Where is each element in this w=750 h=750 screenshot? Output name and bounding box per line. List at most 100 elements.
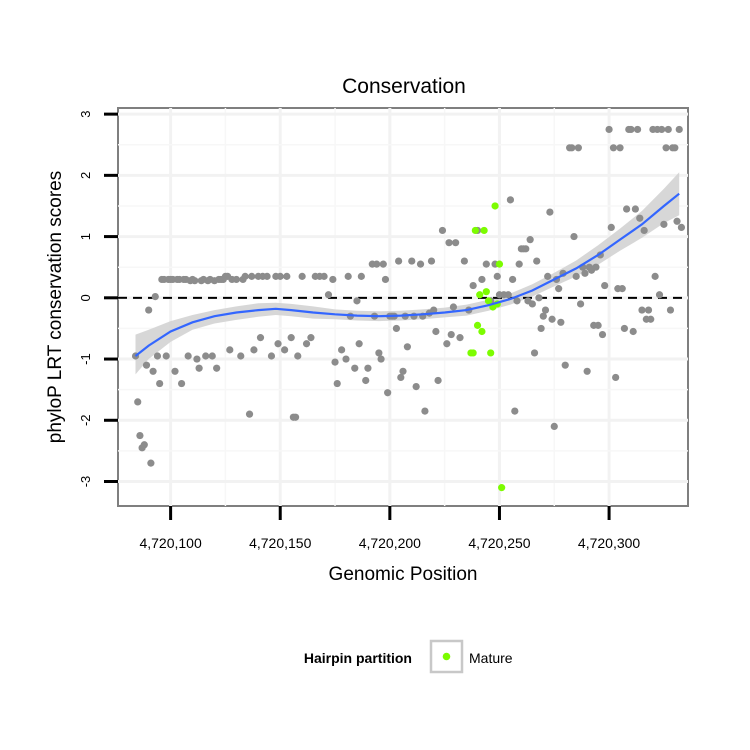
other-point [647, 315, 655, 323]
other-point [202, 352, 210, 360]
other-point [572, 272, 580, 280]
other-point [375, 349, 383, 357]
other-point [581, 269, 589, 277]
other-point [250, 346, 258, 354]
other-point [515, 260, 523, 268]
other-point [528, 300, 536, 308]
mature-point [476, 291, 484, 299]
other-point [452, 239, 460, 247]
other-point [232, 275, 240, 284]
confidence-band [135, 172, 680, 375]
other-point [548, 315, 556, 323]
other-point [629, 327, 637, 336]
mature-point [480, 226, 488, 235]
other-point [557, 318, 565, 326]
other-point [324, 291, 333, 299]
other-point [636, 214, 644, 222]
other-point [364, 364, 372, 372]
other-point [568, 144, 576, 152]
mature-point [495, 260, 504, 268]
other-point [666, 306, 675, 314]
other-point [281, 346, 289, 354]
other-point [623, 205, 631, 213]
other-point [675, 125, 683, 134]
smooth-line-layer [134, 192, 680, 357]
other-point [248, 272, 256, 280]
other-point [660, 220, 668, 228]
other-point [412, 383, 420, 391]
other-point [526, 236, 534, 244]
other-point [156, 379, 164, 388]
y-tick-label: 0 [78, 294, 93, 301]
other-point [438, 226, 447, 235]
legend-title: Hairpin partition [304, 650, 412, 666]
other-point [283, 272, 291, 280]
other-point [601, 281, 609, 290]
other-point [638, 306, 646, 314]
other-point [671, 144, 679, 152]
other-point [245, 410, 254, 418]
other-point [546, 208, 554, 216]
other-point [506, 196, 515, 204]
other-point [618, 285, 626, 293]
x-axis-label: Genomic Position [329, 564, 478, 585]
other-point [353, 297, 361, 305]
x-tick-label: 4,720,100 [139, 535, 201, 551]
legend-mature-marker [442, 652, 451, 661]
other-point [416, 260, 425, 268]
other-point [673, 217, 681, 225]
other-point [640, 226, 648, 235]
other-point [355, 340, 363, 348]
other-point [570, 232, 578, 241]
other-point [362, 376, 370, 385]
mature-point [487, 349, 495, 357]
other-point [134, 398, 142, 406]
other-point [530, 349, 539, 357]
other-point [377, 355, 385, 363]
other-point [191, 277, 199, 285]
other-point [302, 340, 311, 348]
smooth-line [134, 192, 680, 357]
mature-point [491, 202, 499, 210]
other-point [677, 223, 686, 231]
y-tick-label: -3 [78, 476, 93, 488]
other-point [320, 272, 328, 280]
other-point [535, 294, 543, 302]
mature-point [482, 288, 490, 296]
other-point [140, 441, 148, 449]
other-point [627, 125, 635, 134]
other-point [171, 367, 179, 375]
other-point [460, 257, 468, 265]
other-point [397, 373, 405, 382]
y-tick-label: -1 [78, 353, 93, 365]
other-point [482, 260, 490, 268]
other-point [256, 334, 265, 342]
other-point [605, 125, 613, 134]
other-point [237, 352, 245, 360]
other-point [594, 321, 602, 329]
other-point [142, 361, 151, 369]
other-point [544, 272, 552, 280]
other-point [612, 373, 620, 382]
other-point [226, 346, 234, 354]
other-point [504, 291, 512, 299]
x-tick-label: 4,720,200 [359, 535, 421, 551]
other-point [145, 306, 153, 314]
plot-panel [117, 107, 689, 507]
other-point [274, 340, 282, 348]
other-point [513, 297, 521, 305]
other-point [408, 257, 416, 265]
other-point [294, 352, 302, 360]
other-point [574, 144, 582, 152]
x-tick-label: 4,720,300 [578, 535, 640, 551]
other-point [541, 306, 550, 314]
axes: 4,720,100 4,720,150 4,720,200 4,720,250 4,72… [78, 111, 640, 551]
other-point [298, 272, 306, 280]
other-point [456, 334, 464, 342]
mature-point [473, 321, 482, 329]
other-point [351, 364, 359, 372]
other-point [493, 272, 501, 280]
other-point [241, 272, 249, 280]
other-point [421, 407, 429, 415]
